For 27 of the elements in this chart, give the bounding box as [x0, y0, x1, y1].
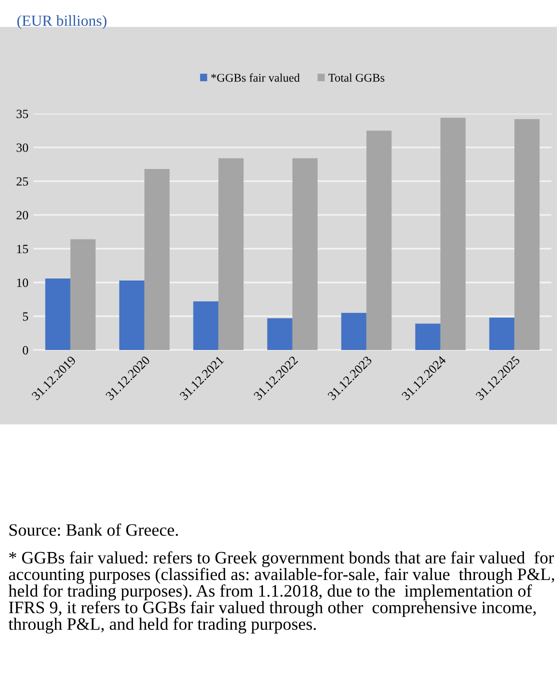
y-tick-label: 15: [17, 244, 28, 254]
legend-label: *GGBs fair valued: [211, 73, 300, 82]
legend-label: Total GGBs: [328, 73, 384, 82]
bar: [366, 130, 392, 350]
y-tick-label: 25: [16, 177, 28, 186]
bar: [440, 118, 466, 350]
bar: [45, 278, 70, 350]
bar: [218, 158, 244, 350]
y-tick-label: 35: [16, 110, 28, 118]
bar: [193, 301, 218, 350]
y-tick-label: 20: [16, 210, 28, 220]
bar: [415, 324, 440, 350]
bar: [70, 239, 96, 350]
y-tick-label: 0: [22, 346, 28, 354]
y-tick-label: 5: [23, 312, 28, 321]
bar: [292, 158, 318, 350]
bar: [267, 318, 292, 350]
y-tick-label: 10: [17, 278, 28, 287]
bar: [489, 318, 514, 350]
bar: [144, 169, 170, 350]
y-tick-label: 30: [16, 143, 28, 152]
chart-title: (EUR billions): [17, 15, 106, 30]
bar: [341, 312, 366, 350]
bar: [514, 119, 540, 350]
bar: [119, 280, 144, 350]
text: * GGBs fair valued: refers to Greek government bonds that are fair valued for accounting purposes (classified as: available-for-sale, fair value through P&L, held for trading purposes). As from 1.1.2018, due to the implementation of IFRS 9, it refers to GGBs fair valued through other comprehensive income, through P&L, and held for trading purposes.: [8, 551, 554, 634]
source-note: Source: Bank of Greece.: [10, 523, 178, 536]
